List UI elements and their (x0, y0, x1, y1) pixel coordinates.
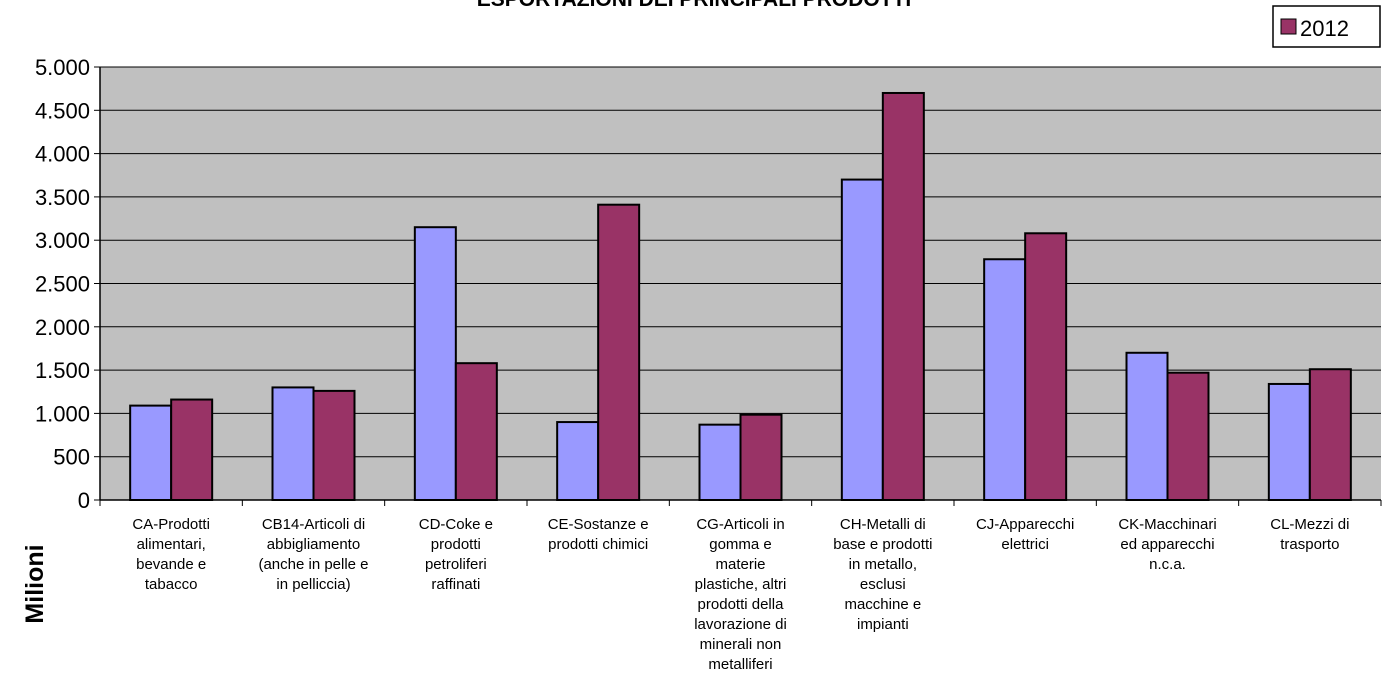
bar-series-2-1 (170, 398, 214, 502)
x-tick-label: CL-Mezzi di trasporto (1270, 516, 1349, 553)
x-axis-labels: CA-Prodotti alimentari, bevande e tabacco CB… (132, 516, 1349, 673)
bar-series-2-6 (881, 91, 925, 501)
y-axis-ticks: 0 500 1.000 1.500 2.000 2.500 3.000 3.500 4.000 4… (35, 55, 100, 513)
bar-series-2-3 (454, 362, 498, 501)
y-tick-label: 5.000 (35, 55, 90, 80)
bar-series-1-6 (840, 178, 884, 502)
y-tick-label: 2.500 (35, 272, 90, 297)
legend-swatch-2012 (1280, 18, 1297, 35)
bar-series-2-7 (1024, 232, 1068, 501)
y-tick-label: 4.000 (35, 142, 90, 167)
axes (99, 67, 1382, 506)
x-tick-label: CG-Articoli in gomma e materie plastiche, a… (694, 516, 787, 673)
y-tick-label: 3.000 (35, 228, 90, 253)
y-tick-label: 1.500 (35, 358, 90, 383)
legend-label-2012: 2012 (1300, 16, 1349, 41)
y-axis-title: Milioni (21, 544, 49, 623)
bar-series-1-2 (271, 386, 315, 502)
bar-series-2-4 (597, 203, 641, 501)
bar-series-2-5 (739, 413, 783, 502)
x-tick-label: CK-Macchinari ed apparecchi n.c.a. (1118, 516, 1216, 573)
bars (129, 91, 1352, 502)
y-tick-label: 4.500 (35, 98, 90, 123)
y-tick-label: 2.000 (35, 315, 90, 340)
y-tick-label: 1.000 (35, 401, 90, 426)
bar-series-1-3 (413, 226, 457, 502)
y-tick-label: 3.500 (35, 185, 90, 210)
x-tick-label: CE-Sostanze e prodotti chimici (548, 516, 649, 553)
x-tick-label: CH-Metalli di base e prodotti in metallo, e… (833, 516, 932, 633)
bar-series-2-2 (312, 389, 356, 501)
gridlines (100, 66, 1381, 458)
y-tick-label: 0 (78, 488, 90, 513)
y-tick-label: 500 (53, 445, 90, 470)
bar-series-1-4 (556, 421, 600, 501)
legend: 2012 (1272, 5, 1381, 48)
bar-series-1-1 (129, 404, 173, 501)
bar-series-1-7 (983, 258, 1027, 502)
bar-series-1-5 (698, 423, 742, 501)
x-tick-label: CB14-Articoli di abbigliamento (anche in p… (258, 516, 368, 593)
x-tick-label: CD-Coke e prodotti petroliferi raffinati (419, 516, 493, 593)
bar-series-2-8 (1166, 371, 1210, 501)
bar-series-2-9 (1308, 368, 1352, 502)
bar-series-1-9 (1267, 382, 1311, 501)
chart-title: ESPORTAZIONI DEI PRINCIPALI PRODOTTI (477, 0, 911, 11)
x-tick-label: CA-Prodotti alimentari, bevande e tabacco (132, 516, 210, 593)
x-tick-label: CJ-Apparecchi elettrici (976, 516, 1074, 553)
bar-series-1-8 (1125, 351, 1169, 501)
